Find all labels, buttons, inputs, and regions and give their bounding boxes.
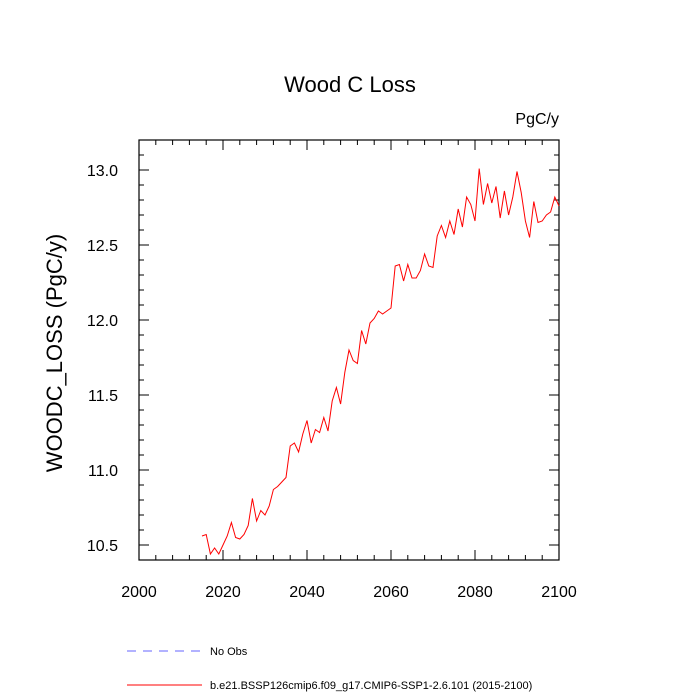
x-tick-label: 2080	[457, 584, 493, 601]
y-tick-label: 12.5	[87, 238, 118, 255]
legend: No Obs b.e21.BSSP126cmip6.f09_g17.CMIP6-…	[127, 646, 532, 692]
x-tick-label: 2060	[373, 584, 409, 601]
y-tick-label: 11.0	[88, 463, 118, 480]
legend-label-ssp126: b.e21.BSSP126cmip6.f09_g17.CMIP6-SSP1-2.…	[210, 680, 532, 692]
legend-label-no-obs: No Obs	[210, 646, 248, 658]
x-tick-label: 2100	[541, 584, 577, 601]
tick-labels: 2000 2020 2040 2060 2080 2100 10.5 11.0 11.5 12.0…	[87, 163, 577, 601]
x-tick-label: 2000	[121, 584, 157, 601]
plot-frame	[138, 139, 560, 561]
y-tick-label: 12.0	[87, 313, 118, 330]
y-tick-label: 11.5	[88, 388, 118, 405]
x-tick-label: 2020	[205, 584, 241, 601]
y-axis-label: WOODC_LOSS (PgC/y)	[42, 234, 67, 472]
y-tick-label: 13.0	[87, 163, 118, 180]
units-label: PgC/y	[515, 111, 559, 128]
series-line-ssp126	[201, 168, 560, 556]
chart-title: Wood C Loss	[284, 72, 416, 97]
x-tick-label: 2040	[289, 584, 325, 601]
y-tick-label: 10.5	[87, 538, 118, 555]
